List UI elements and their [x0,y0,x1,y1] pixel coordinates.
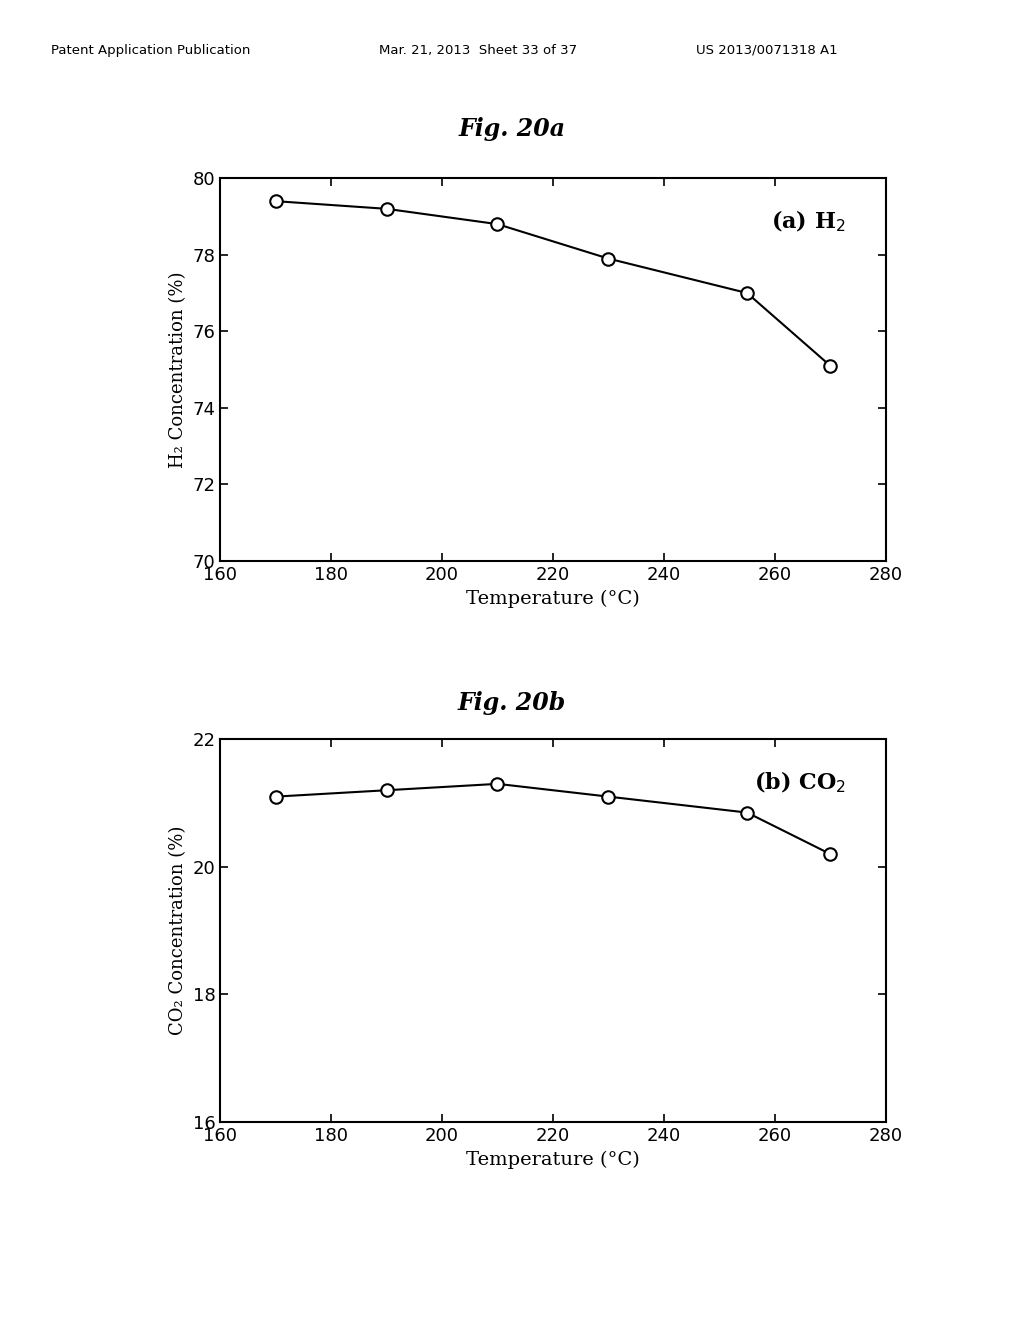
Text: US 2013/0071318 A1: US 2013/0071318 A1 [696,44,838,57]
X-axis label: Temperature (°C): Temperature (°C) [466,590,640,607]
Text: Mar. 21, 2013  Sheet 33 of 37: Mar. 21, 2013 Sheet 33 of 37 [379,44,577,57]
Text: (a) H$_2$: (a) H$_2$ [771,209,846,234]
X-axis label: Temperature (°C): Temperature (°C) [466,1151,640,1168]
Text: Fig. 20a: Fig. 20a [459,117,565,141]
Y-axis label: CO₂ Concentration (%): CO₂ Concentration (%) [169,826,186,1035]
Y-axis label: H₂ Concentration (%): H₂ Concentration (%) [169,272,186,467]
Text: Patent Application Publication: Patent Application Publication [51,44,251,57]
Text: Fig. 20b: Fig. 20b [458,692,566,715]
Text: (b) CO$_2$: (b) CO$_2$ [754,770,846,795]
